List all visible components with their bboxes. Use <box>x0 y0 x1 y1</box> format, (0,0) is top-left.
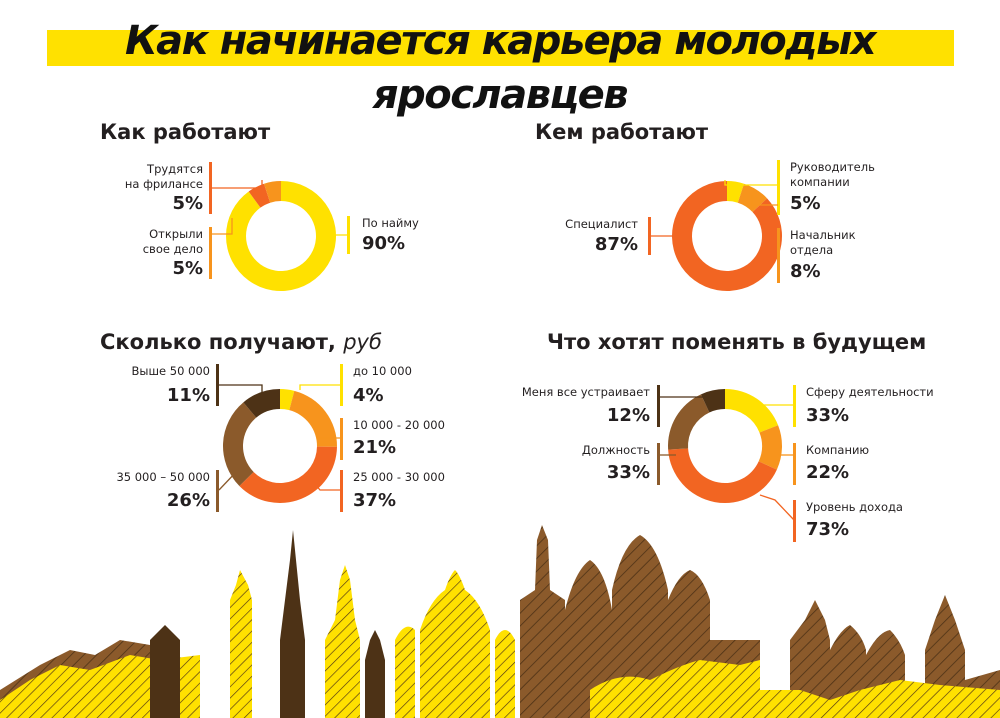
value-35000-50000: 26% <box>166 490 210 511</box>
bar-25000-30000 <box>340 470 343 512</box>
donut-segment-4-1 <box>725 389 779 433</box>
donut-segment-3-5 <box>243 389 280 418</box>
bar-upto-10000 <box>340 364 343 406</box>
section-title-salary-text: Сколько получают, <box>100 330 336 354</box>
label-freelance-line2: на фрилансе <box>124 177 203 191</box>
label-income: Уровень дохода <box>806 500 903 514</box>
bar-35000-50000 <box>216 470 219 512</box>
donut-segment-1-1 <box>225 181 336 291</box>
bar-company <box>793 443 796 485</box>
donut-segment-1-3 <box>264 181 281 203</box>
value-own-business: 5% <box>172 258 203 279</box>
label-head: Начальник отдела <box>790 228 856 258</box>
donut-segment-2-1 <box>727 180 744 203</box>
section-title-change: Что хотят поменять в будущем <box>547 330 927 354</box>
donut-segment-4-3 <box>668 448 777 503</box>
bar-position <box>657 443 660 485</box>
label-ceo-line1: Руководитель <box>790 160 875 174</box>
bar-freelance <box>209 162 212 214</box>
bar-own-business <box>209 227 212 279</box>
label-own-business-line2: свое дело <box>142 242 203 256</box>
donut-change <box>668 389 783 503</box>
label-freelance: Трудятся на фрилансе <box>125 162 203 192</box>
value-upto-10000: 4% <box>353 385 384 406</box>
label-head-line1: Начальник <box>790 228 856 242</box>
label-10000-20000: 10 000 - 20 000 <box>353 418 445 432</box>
bar-field <box>793 385 796 427</box>
bar-ceo <box>777 160 780 215</box>
label-hired: По найму <box>362 216 419 230</box>
bar-head <box>777 228 780 283</box>
donut-who <box>672 180 782 291</box>
value-field: 33% <box>806 405 850 426</box>
donut-segment-2-3 <box>672 181 782 291</box>
label-company: Компанию <box>806 443 870 457</box>
donut-segment-3-2 <box>289 390 338 447</box>
title-band <box>47 30 954 66</box>
label-ceo: Руководитель компании <box>790 160 875 190</box>
value-satisfied: 12% <box>606 405 650 426</box>
section-title-salary: Сколько получают, руб <box>100 330 382 354</box>
label-satisfied: Меня все устраивает <box>521 385 650 399</box>
label-specialist: Специалист <box>565 217 638 231</box>
donut-salary <box>223 389 338 503</box>
label-freelance-line1: Трудятся <box>147 162 203 176</box>
donut-segment-4-4 <box>668 394 710 450</box>
bar-satisfied <box>657 385 660 427</box>
section-title-how: Как работают <box>100 120 271 144</box>
label-25000-30000: 25 000 - 30 000 <box>353 470 445 484</box>
label-ceo-line2: компании <box>790 175 850 189</box>
donut-how <box>225 181 336 291</box>
bar-10000-20000 <box>340 418 343 460</box>
label-upto-10000: до 10 000 <box>353 364 412 378</box>
donut-segment-4-2 <box>758 425 783 470</box>
value-above-50000: 11% <box>166 385 210 406</box>
bar-hired <box>347 216 350 254</box>
bar-specialist <box>648 217 651 255</box>
value-head: 8% <box>790 261 821 282</box>
label-position: Должность <box>581 443 650 457</box>
donut-segment-3-1 <box>280 389 295 411</box>
label-field: Сферу деятельности <box>806 385 934 399</box>
value-income: 73% <box>806 519 850 540</box>
label-35000-50000: 35 000 – 50 000 <box>116 470 210 484</box>
value-10000-20000: 21% <box>353 437 397 458</box>
value-ceo: 5% <box>790 193 821 214</box>
label-above-50000: Выше 50 000 <box>131 364 210 378</box>
donut-segment-4-5 <box>700 389 725 413</box>
label-own-business-line1: Открыли <box>149 227 203 241</box>
bar-above-50000 <box>216 364 219 406</box>
donut-segment-3-4 <box>223 402 257 486</box>
value-hired: 90% <box>362 233 406 254</box>
label-own-business: Открыли свое дело <box>143 227 203 257</box>
label-head-line2: отдела <box>790 243 834 257</box>
section-title-who: Кем работают <box>535 120 709 144</box>
donut-segment-1-2 <box>248 183 271 208</box>
section-title-salary-unit: руб <box>343 330 382 354</box>
value-specialist: 87% <box>594 234 638 255</box>
value-position: 33% <box>606 462 650 483</box>
value-25000-30000: 37% <box>353 490 397 511</box>
value-freelance: 5% <box>172 193 203 214</box>
page-title: Как начинается карьера молодых ярославце… <box>124 18 877 118</box>
value-company: 22% <box>806 462 850 483</box>
donut-segment-3-3 <box>239 446 337 503</box>
bar-income <box>793 500 796 542</box>
